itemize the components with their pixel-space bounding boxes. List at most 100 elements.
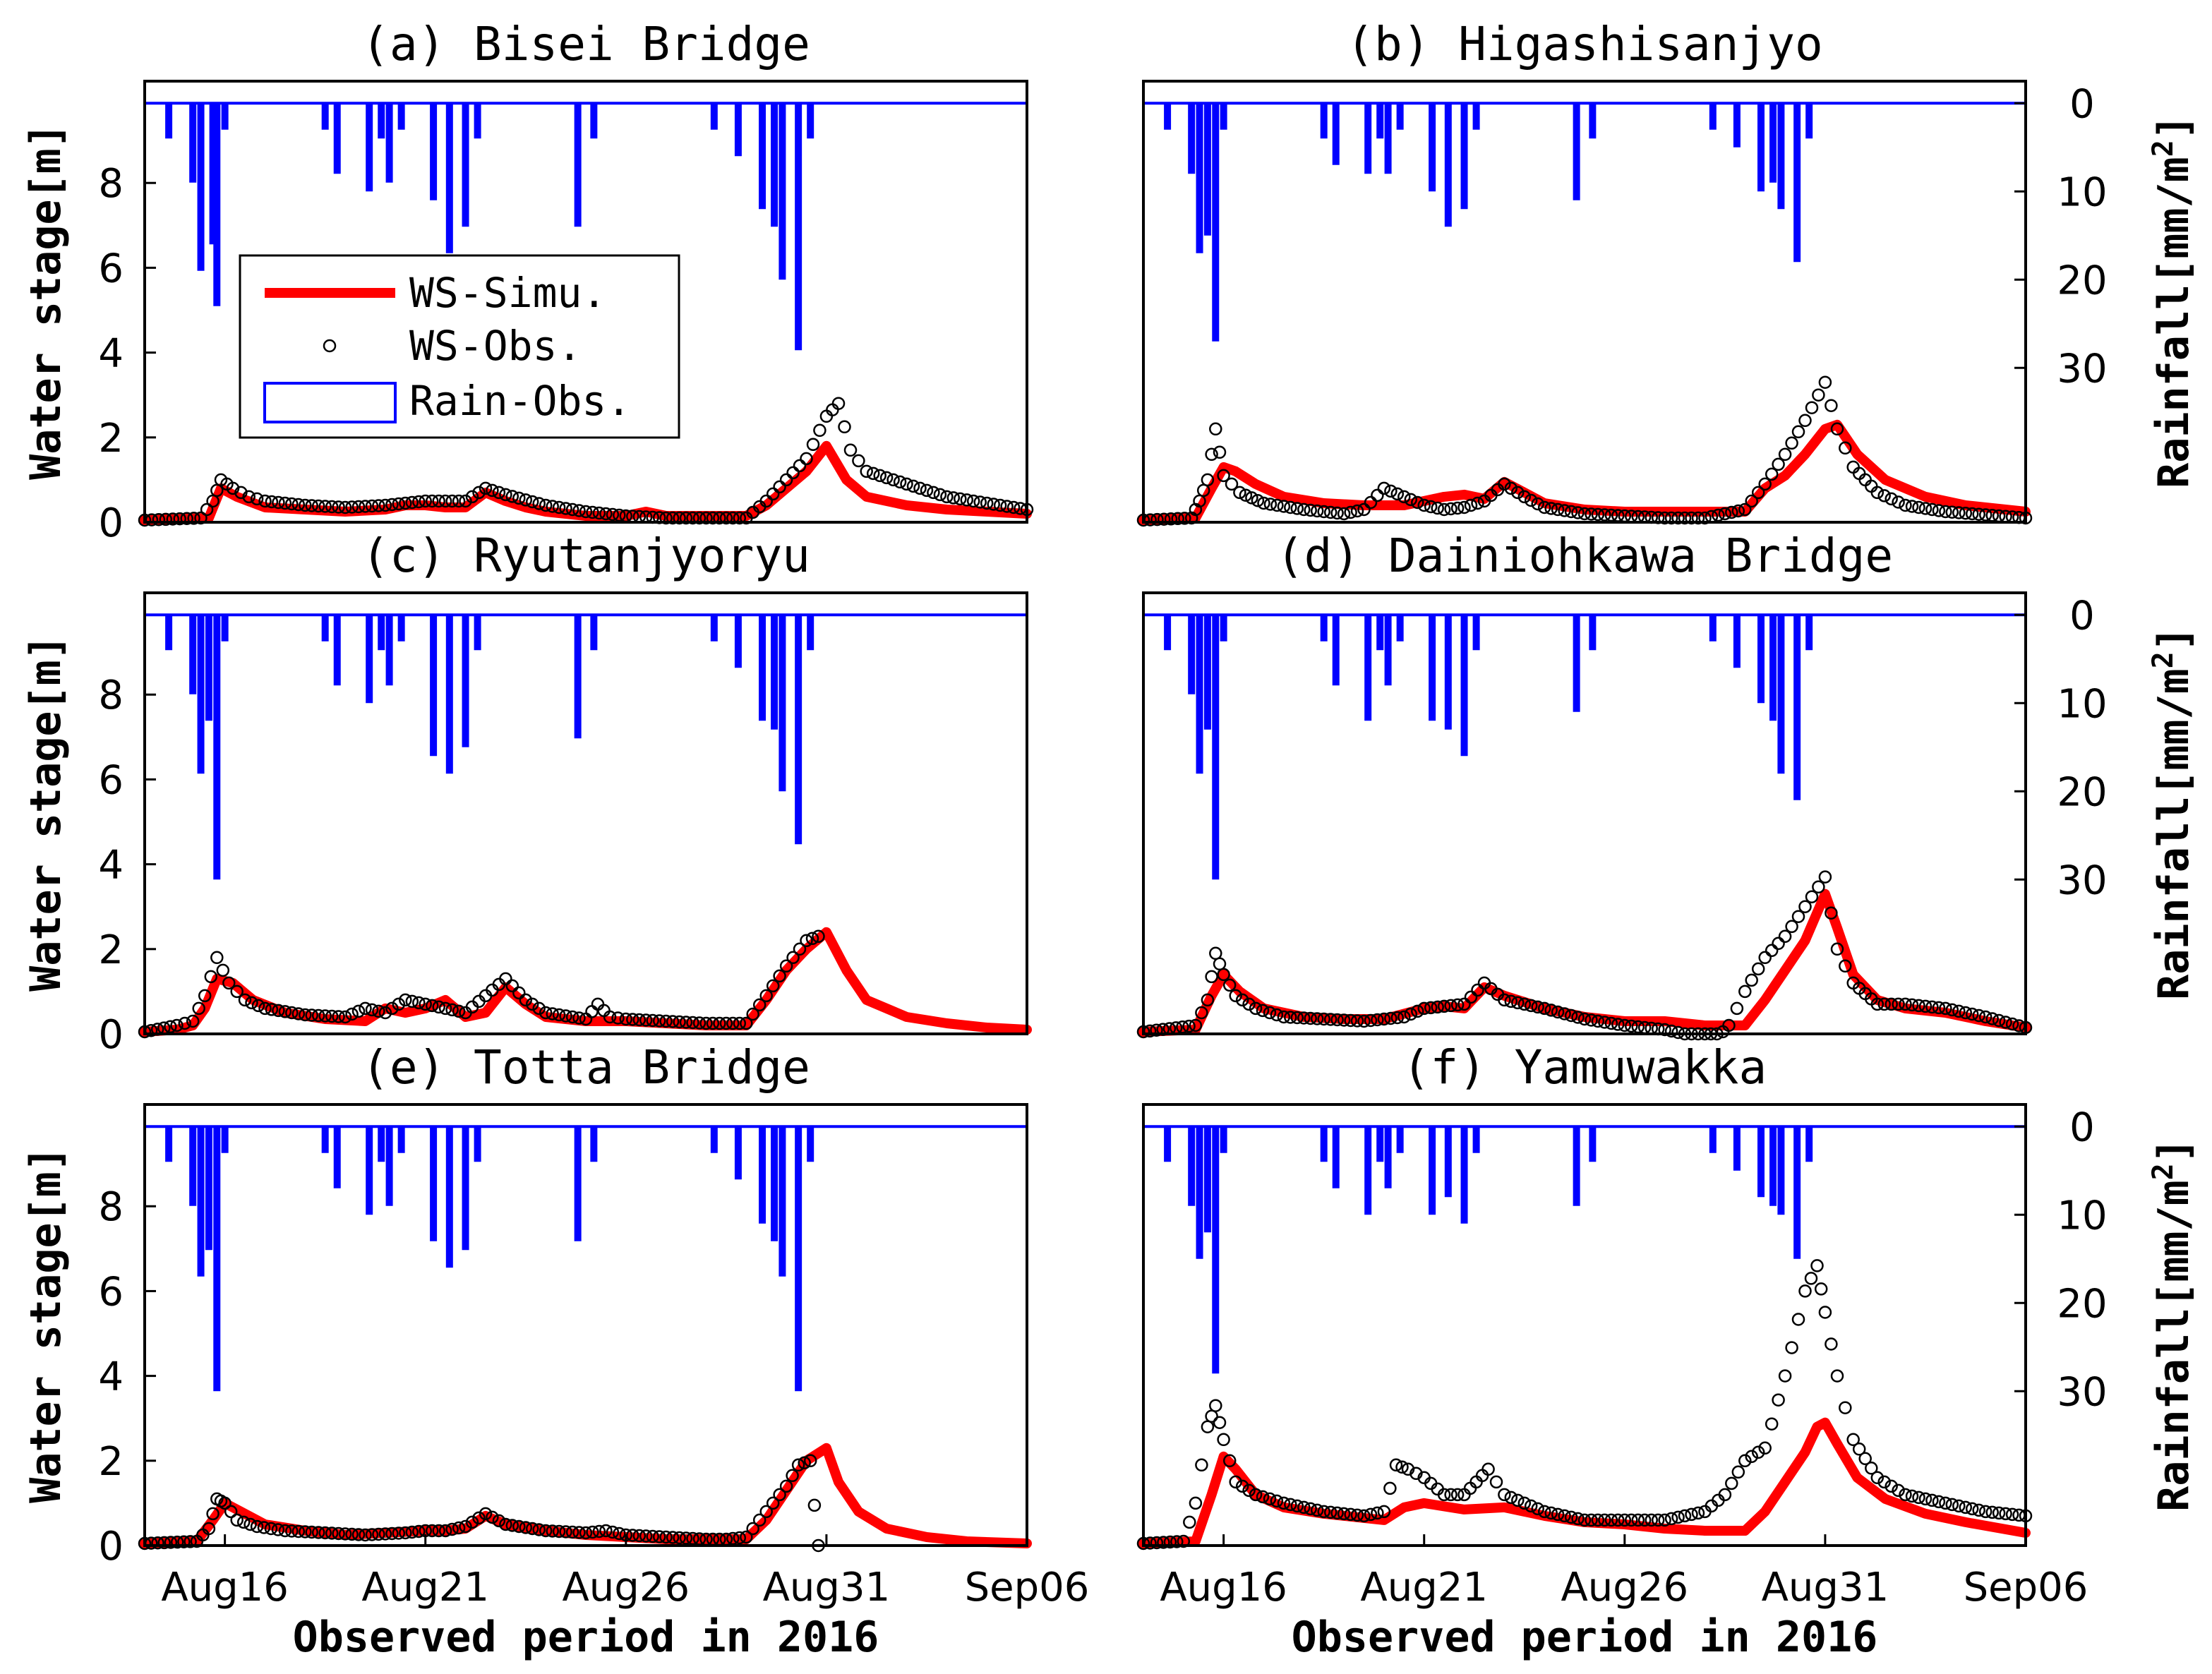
panel-b-obs-point [1798, 414, 1812, 428]
panel-b-obs-point [1270, 498, 1284, 512]
panel-c-obs-point [779, 959, 793, 973]
panel-a-obs-point [305, 499, 318, 512]
panel-b-frame [1142, 80, 2027, 524]
panel-e-frame [143, 1103, 1028, 1547]
panel-f-obs-point [1571, 1512, 1585, 1526]
panel-e-obs-point [425, 1524, 439, 1538]
panel-f-rain-bar [1573, 1126, 1580, 1206]
panel-e-rain-bar [807, 1126, 815, 1162]
panel-d-obs-point [1885, 997, 1898, 1011]
panel-d-rain-bar [1164, 615, 1172, 651]
panel-a-obs-point [879, 471, 894, 485]
panel-e-obs-point [372, 1527, 385, 1541]
panel-b: (b) Higashisanjyo 0 10 20 30 Rainfall[mm/m2… [1136, 17, 2199, 527]
panel-e-obs-point [639, 1529, 653, 1543]
panel-f-obs-point [1297, 1500, 1311, 1515]
panel-c-obs-point [351, 1004, 366, 1018]
panel-c-rain-bar [189, 615, 197, 694]
panel-f-obs-point [1846, 1433, 1860, 1447]
panel-d-obs-point [1925, 1000, 1939, 1014]
panel-c-obs-point [585, 1005, 599, 1018]
panel-b-obs-point [1277, 500, 1291, 513]
panel-a-obs-point [242, 490, 256, 504]
panel-a-obs-point [332, 500, 345, 514]
panel-f-obs-point [1651, 1513, 1665, 1527]
panel-b-obs-point [1558, 504, 1571, 517]
panel-a-y-tick-label: 6 [98, 246, 124, 291]
panel-c-obs-point [258, 1001, 272, 1016]
panel-e-y-ticks: 0 2 4 6 8 [98, 1184, 156, 1570]
panel-c-obs-point [291, 1007, 306, 1020]
panel-b-obs-point [1517, 490, 1532, 504]
panel-b-obs-point [1384, 484, 1397, 498]
panel-b-rain-bar [1777, 103, 1785, 210]
panel-b-obs-point [1371, 488, 1384, 502]
panel-d-obs-point [1765, 944, 1779, 958]
panel-a-obs-point [385, 498, 399, 512]
panel-e-rain-bar [734, 1126, 742, 1180]
panel-f-obs-point [1290, 1499, 1304, 1513]
panel-a-obs-point [766, 487, 780, 501]
panel-c-obs-point [505, 979, 519, 993]
panel-a-obs-point [512, 491, 526, 505]
panel-f-obs-point [1209, 1399, 1222, 1412]
panel-f-obs-point [1591, 1513, 1605, 1527]
panel-d-rain-bar [1757, 615, 1765, 704]
panel-f-obs-point [1235, 1479, 1249, 1493]
panel-e-obs-point [592, 1524, 606, 1538]
panel-d-obs-point [1531, 1000, 1544, 1014]
panel-f-obs-point [1611, 1513, 1625, 1527]
panel-d-obs-point [1270, 1008, 1284, 1022]
panel-a-title: (a) Bisei Bridge [361, 17, 810, 71]
panel-e-obs-point [445, 1522, 459, 1536]
panel-b-obs-point [1245, 491, 1258, 505]
panel-a-rain-bar [710, 103, 718, 130]
panel-c-obs-point [238, 993, 252, 1007]
panel-e-x-tick-label: Sep06 [965, 1565, 1090, 1610]
panel-a-rain-bar [771, 103, 779, 227]
panel-f-obs-point [1738, 1454, 1752, 1468]
panel-f-obs-point [1778, 1369, 1792, 1383]
panel-e-obs-point [505, 1519, 519, 1532]
panel-c-frame [143, 591, 1028, 1035]
panel-c-obs-point [412, 996, 426, 1010]
panel-d-obs-point [1798, 900, 1812, 913]
panel-d-obs-point [1585, 1013, 1598, 1027]
panel-f-obs-point [1972, 1503, 1985, 1517]
panel-d-obs-point [1411, 1004, 1424, 1018]
panel-c-rain-bar [445, 615, 453, 774]
panel-e-obs-point [359, 1528, 372, 1542]
panel-d-rain-bar [1777, 615, 1785, 774]
panel-c-obs-point [786, 951, 800, 965]
panel-e-obs-point [299, 1525, 312, 1538]
panel-c-obs-point [285, 1006, 299, 1020]
panel-e-y-tick-label: 0 [98, 1524, 124, 1570]
panel-e-obs-point [264, 1522, 278, 1536]
panel-a-obs-point [927, 486, 940, 500]
panel-d-rain-bar [1364, 615, 1372, 721]
panel-b-obs-point [1431, 501, 1444, 515]
panel-a-rain-bar [321, 103, 329, 130]
panel-b-obs-point [1825, 399, 1838, 412]
panel-c-obs-point [378, 1006, 392, 1020]
panel-c-obs-point [318, 1009, 332, 1023]
panel-c-y-tick-label: 2 [98, 927, 124, 973]
panel-e-obs-point [632, 1529, 647, 1543]
panel-f-rain-bar [1429, 1126, 1436, 1215]
panel-d-obs-point [1877, 997, 1891, 1011]
panel-c-rain-bar [213, 615, 221, 880]
panel-c-obs-point [278, 1005, 292, 1018]
panel-d-obs-point [1182, 1019, 1196, 1033]
panel-f-obs-point [1317, 1505, 1330, 1519]
panel-f-rain-bar [1769, 1126, 1777, 1206]
panel-a-obs-point [338, 500, 352, 514]
panel-b-obs-point [1323, 505, 1338, 519]
panel-a-obs-point [419, 494, 432, 508]
panel-b-obs-point [1201, 473, 1215, 487]
panel-c-obs-point [766, 979, 780, 993]
panel-d-obs-point [1992, 1013, 2006, 1028]
panel-f-rain-tick-label: 20 [2057, 1281, 2107, 1327]
panel-c-obs-point [740, 1016, 753, 1030]
panel-e-obs-point [552, 1524, 566, 1538]
panel-b-obs-point [1164, 512, 1178, 526]
